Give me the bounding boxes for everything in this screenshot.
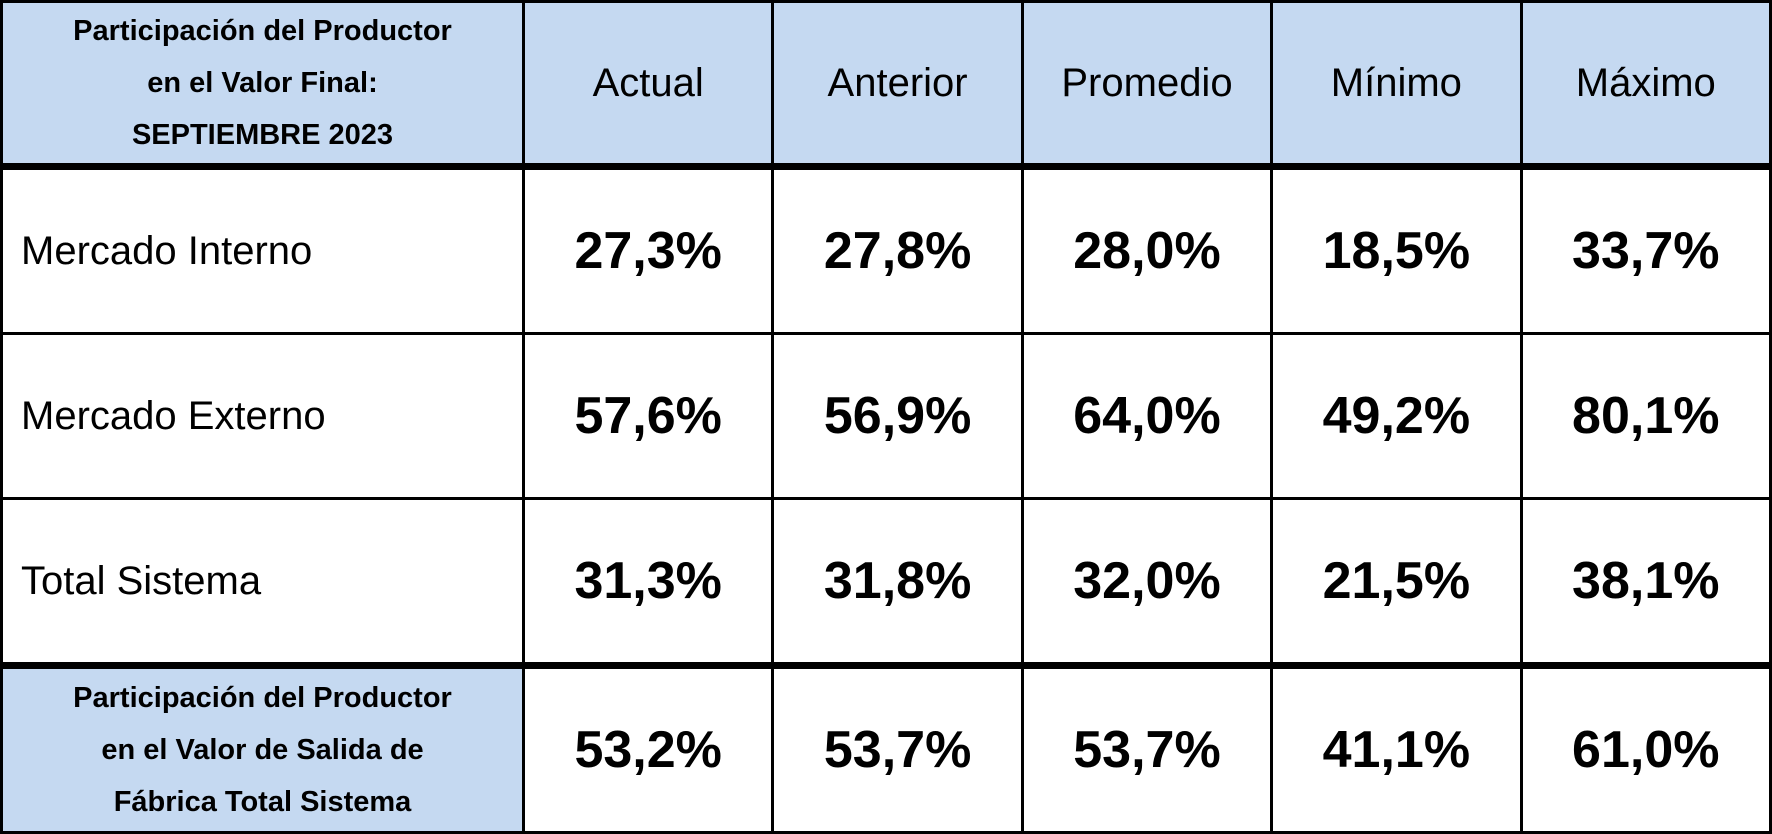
column-header: Actual <box>521 0 775 170</box>
value-cell: 27,3% <box>521 165 775 335</box>
value-cell: 53,7% <box>1020 662 1274 834</box>
text-line: Mercado Interno <box>21 228 313 273</box>
column-header: Mínimo <box>1270 0 1523 170</box>
value-cell: 64,0% <box>1020 332 1274 500</box>
value-cell: 31,3% <box>521 497 775 667</box>
value-cell: 61,0% <box>1519 662 1772 834</box>
table-row: Total Sistema 31,3% 31,8% 32,0% 21,5% 38,1% <box>0 497 1772 667</box>
text-line: Mercado Externo <box>21 393 326 438</box>
value-cell: 38,1% <box>1519 497 1772 667</box>
text-line: SEPTIEMBRE 2023 <box>131 119 394 151</box>
text-line: en el Valor Final: <box>147 67 378 99</box>
value-cell: 49,2% <box>1270 332 1523 500</box>
table-row: Mercado Externo 57,6% 56,9% 64,0% 49,2% 80,1% <box>0 332 1772 500</box>
table-row: Participación del Productor en el Valor d… <box>0 662 1772 834</box>
text-line: Fábrica Total Sistema <box>113 786 412 818</box>
value-cell: 41,1% <box>1270 662 1523 834</box>
column-header: Anterior <box>771 0 1024 170</box>
column-header: Promedio <box>1020 0 1274 170</box>
row-label: Participación del Productor en el Valor d… <box>0 662 525 834</box>
value-cell: 57,6% <box>521 332 775 500</box>
corner-cell: Participación del Productor en el Valor F… <box>0 0 525 170</box>
value-cell: 18,5% <box>1270 165 1523 335</box>
value-cell: 53,2% <box>521 662 775 834</box>
value-cell: 33,7% <box>1519 165 1772 335</box>
text-line: en el Valor de Salida de <box>101 734 424 766</box>
value-cell: 27,8% <box>771 165 1024 335</box>
column-header: Máximo <box>1519 0 1772 170</box>
header-row: Participación del Productor en el Valor F… <box>0 0 1772 170</box>
value-cell: 56,9% <box>771 332 1024 500</box>
text-line: Total Sistema <box>21 558 262 603</box>
value-cell: 28,0% <box>1020 165 1274 335</box>
row-label: Mercado Externo <box>0 332 525 500</box>
value-cell: 53,7% <box>771 662 1024 834</box>
value-cell: 31,8% <box>771 497 1024 667</box>
row-label: Mercado Interno <box>0 165 525 335</box>
value-cell: 80,1% <box>1519 332 1772 500</box>
table-row: Mercado Interno 27,3% 27,8% 28,0% 18,5% 33,7% <box>0 165 1772 335</box>
text-line: Participación del Productor <box>73 682 452 714</box>
value-cell: 21,5% <box>1270 497 1523 667</box>
text-line: Participación del Productor <box>73 15 452 47</box>
value-cell: 32,0% <box>1020 497 1274 667</box>
row-label: Total Sistema <box>0 497 525 667</box>
